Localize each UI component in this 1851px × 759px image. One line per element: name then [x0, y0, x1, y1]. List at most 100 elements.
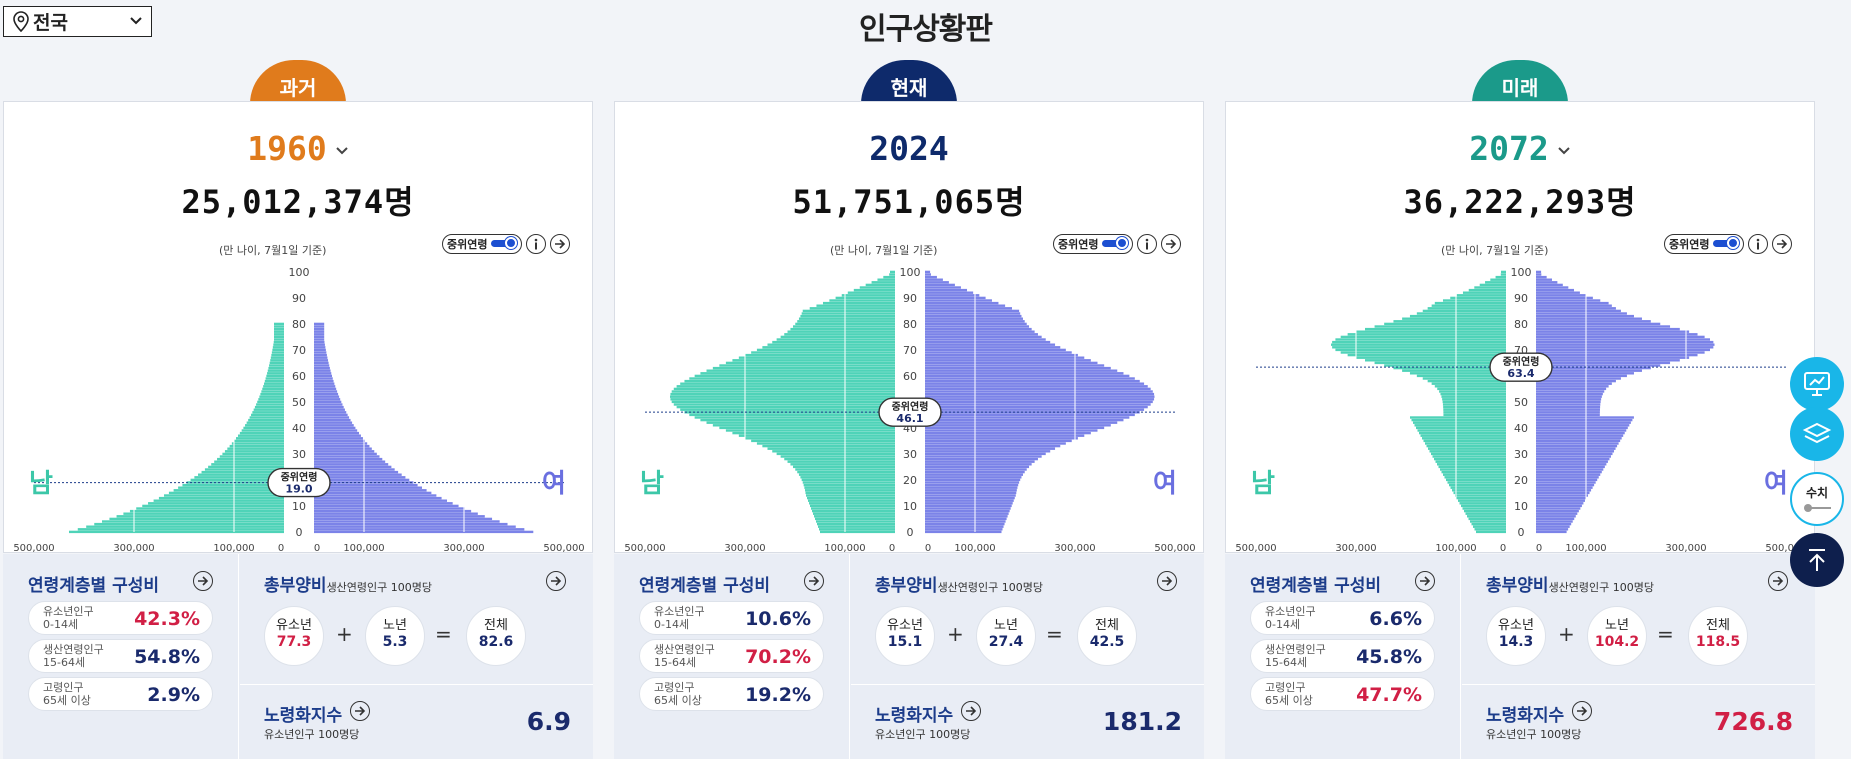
arrow-right-icon[interactable]	[1572, 701, 1592, 721]
aging-subtitle: 유소년인구 100명당	[1486, 728, 1582, 741]
year-selector[interactable]: 1960	[4, 129, 592, 168]
male-bar	[751, 351, 895, 354]
panel-1: 현재 2024 51,751,065명 (만 나이, 7월1일 기준) 중위연령…	[614, 60, 1204, 759]
arrow-right-icon[interactable]	[550, 234, 570, 254]
youth-age-range: 0-14세	[43, 618, 79, 631]
male-bar	[700, 418, 895, 422]
year-selector[interactable]: 2072	[1226, 129, 1814, 168]
age-tick-label: 30	[903, 448, 917, 461]
male-bar	[847, 291, 895, 294]
male-bar	[1441, 470, 1506, 474]
female-bar	[1536, 489, 1592, 492]
female-bar	[1536, 294, 1587, 297]
male-bar	[224, 450, 284, 453]
scroll-top-button[interactable]	[1790, 533, 1844, 587]
median-age-toggle-label: 중위연령	[1669, 238, 1710, 251]
female-bar	[925, 327, 1032, 331]
male-bar	[680, 408, 895, 411]
arrow-right-icon[interactable]	[546, 571, 566, 591]
chevron-down-icon[interactable]	[335, 144, 349, 158]
arrow-right-icon[interactable]	[1415, 571, 1435, 591]
numeric-toggle-button[interactable]: 수치	[1790, 472, 1844, 526]
layers-button[interactable]	[1790, 407, 1844, 461]
working-label: 생산연령인구	[654, 643, 715, 656]
female-bar	[314, 424, 354, 427]
female-bar	[1536, 301, 1609, 305]
female-bar	[314, 525, 516, 528]
age-tick-label: 0	[1518, 526, 1525, 539]
female-bar	[1536, 392, 1603, 396]
info-icon[interactable]	[526, 234, 546, 254]
median-age-value: 19.0	[285, 483, 312, 496]
elderly-ratio: 고령인구 65세 이상 2.9%	[28, 677, 213, 711]
arrow-right-icon[interactable]	[1161, 234, 1181, 254]
age-tick-label: 70	[292, 344, 306, 357]
male-bar	[673, 387, 895, 391]
male-bar	[1431, 382, 1506, 385]
male-bar	[1414, 424, 1506, 427]
arrow-right-icon[interactable]	[1772, 234, 1792, 254]
male-bar	[1473, 525, 1506, 528]
female-bar	[1536, 335, 1705, 339]
x-tick-label: 500,000	[1235, 543, 1276, 554]
info-icon[interactable]	[1748, 234, 1768, 254]
male-bar	[1470, 520, 1506, 523]
arrow-right-icon[interactable]	[1157, 571, 1177, 591]
female-bar	[925, 382, 1145, 385]
male-bar	[86, 525, 284, 528]
info-icon[interactable]	[1137, 234, 1157, 254]
median-age-toggle[interactable]: 중위연령	[1053, 234, 1133, 254]
age-basis-note: (만 나이, 7월1일 기준)	[830, 244, 938, 257]
female-bar	[925, 426, 1105, 430]
male-bar	[268, 366, 284, 370]
arrow-right-icon[interactable]	[193, 571, 213, 591]
year-value: 2024	[869, 129, 949, 168]
female-bar	[925, 460, 1035, 463]
age-tick-label: 80	[903, 318, 917, 331]
male-bar	[214, 460, 284, 463]
female-bar	[1536, 421, 1631, 424]
arrow-right-icon[interactable]	[961, 701, 981, 721]
female-bar	[314, 450, 375, 453]
median-age-badge	[1489, 352, 1553, 382]
male-bar	[211, 463, 284, 466]
arrow-right-icon[interactable]	[1768, 571, 1788, 591]
female-bar	[314, 434, 361, 437]
chart-view-button[interactable]	[1790, 357, 1844, 411]
male-bar	[198, 473, 284, 476]
age-tick-label: 50	[292, 396, 306, 409]
period-tab: 미래	[1472, 60, 1568, 104]
female-bar	[1536, 418, 1633, 422]
chevron-down-icon[interactable]	[1557, 144, 1571, 158]
male-bar	[787, 460, 895, 463]
dependency-title: 총부양비생산연령인구 100명당	[1486, 571, 1654, 596]
female-bar	[314, 353, 327, 357]
male-bar	[802, 481, 895, 484]
male-bar	[676, 385, 895, 388]
female-bar	[925, 517, 1007, 521]
female-bar	[1536, 491, 1590, 495]
female-bar	[314, 421, 353, 424]
female-bar	[925, 278, 943, 281]
elderly-label: 고령인구	[43, 681, 84, 694]
male-bar	[803, 483, 895, 487]
arrow-right-icon[interactable]	[804, 571, 824, 591]
region-select[interactable]: 전국	[3, 6, 152, 37]
female-bar	[1536, 463, 1607, 466]
female-bar	[314, 496, 442, 500]
median-age-toggle[interactable]: 중위연령	[442, 234, 522, 254]
male-bar	[1443, 408, 1506, 411]
x-tick-label: 100,000	[1565, 543, 1606, 554]
arrow-right-icon[interactable]	[350, 701, 370, 721]
male-bar	[257, 400, 284, 404]
male-bar	[1331, 343, 1506, 346]
dep-elderly-circle: 노년 5.3	[365, 606, 425, 666]
male-bar	[680, 382, 895, 385]
female-bar	[1536, 317, 1642, 320]
male-bar	[267, 372, 284, 375]
male-bar	[807, 496, 895, 500]
age-basis-note: (만 나이, 7월1일 기준)	[1441, 244, 1549, 257]
median-age-toggle[interactable]: 중위연령	[1664, 234, 1744, 254]
male-bar	[670, 395, 895, 398]
female-bar	[1536, 429, 1627, 432]
